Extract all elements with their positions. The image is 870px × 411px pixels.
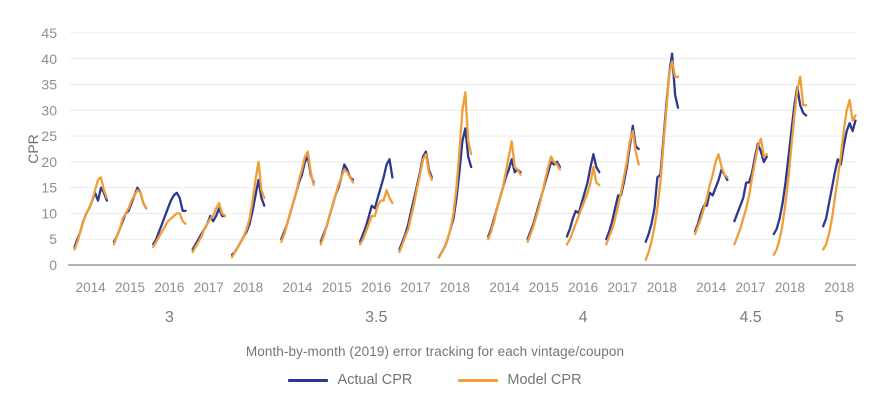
year-tick-label: 2018 — [647, 280, 677, 295]
model-cpr-line — [398, 153, 433, 254]
y-tick-label: 20 — [41, 154, 57, 170]
actual-cpr-line — [152, 191, 187, 246]
y-tick-label: 30 — [41, 102, 57, 118]
y-tick-label: 35 — [41, 77, 57, 93]
legend-item-model: Model CPR — [458, 372, 582, 388]
model-cpr-line — [487, 140, 522, 241]
model-cpr-line — [73, 176, 109, 251]
model-cpr-line — [772, 75, 808, 256]
y-tick-label: 10 — [41, 205, 57, 221]
model-cpr-line — [644, 60, 680, 261]
chart-legend: Actual CPR Model CPR — [0, 372, 870, 388]
year-tick-label: 2015 — [322, 280, 352, 295]
legend-label-model: Model CPR — [507, 372, 582, 388]
model-cpr-line — [152, 212, 187, 249]
y-tick-label: 15 — [41, 180, 57, 196]
actual-cpr-line — [565, 153, 601, 238]
y-tick-label: 45 — [41, 25, 57, 41]
year-tick-label: 2014 — [489, 280, 520, 295]
model-cpr-line — [280, 150, 315, 243]
model-cpr-line — [358, 189, 394, 246]
coupon-group-label: 3.5 — [365, 309, 387, 326]
model-cpr-line — [230, 160, 266, 259]
y-axis-title: CPR — [25, 134, 41, 164]
y-tick-label: 0 — [49, 257, 57, 273]
year-tick-label: 2014 — [76, 280, 107, 295]
actual-line-swatch — [288, 378, 329, 382]
year-tick-label: 2017 — [194, 280, 224, 295]
year-tick-label: 2018 — [775, 280, 805, 295]
year-tick-label: 2014 — [283, 280, 314, 295]
model-cpr-line — [191, 201, 227, 254]
year-tick-label: 2018 — [440, 280, 470, 295]
coupon-group-label: 3 — [165, 309, 174, 326]
actual-cpr-line — [230, 178, 266, 256]
y-tick-label: 25 — [41, 128, 57, 144]
year-tick-label: 2017 — [401, 280, 431, 295]
year-tick-label: 2015 — [529, 280, 559, 295]
year-tick-label: 2018 — [824, 280, 854, 295]
coupon-group-label: 5 — [835, 309, 844, 326]
legend-label-actual: Actual CPR — [337, 372, 413, 388]
model-cpr-line — [821, 98, 857, 251]
coupon-group-label: 4 — [579, 309, 588, 326]
model-cpr-line — [693, 153, 729, 236]
legend-item-actual: Actual CPR — [288, 372, 412, 388]
model-cpr-line — [733, 137, 768, 246]
coupon-group-label: 4.5 — [739, 309, 761, 326]
model-line-swatch — [458, 378, 499, 382]
chart-caption: Month-by-month (2019) error tracking for… — [245, 344, 625, 359]
y-tick-label: 40 — [41, 51, 57, 67]
model-cpr-line — [605, 129, 640, 246]
year-tick-label: 2016 — [361, 280, 391, 295]
model-cpr-line — [565, 165, 601, 246]
y-tick-label: 5 — [49, 231, 57, 247]
year-tick-label: 2016 — [154, 280, 184, 295]
actual-cpr-line — [358, 158, 394, 243]
year-tick-label: 2014 — [696, 280, 727, 295]
year-tick-label: 2017 — [736, 280, 766, 295]
model-cpr-line — [112, 189, 148, 246]
model-cpr-line — [319, 168, 355, 246]
actual-cpr-line — [772, 85, 808, 236]
model-cpr-line — [526, 155, 562, 243]
model-cpr-line — [437, 91, 473, 259]
year-tick-label: 2018 — [233, 280, 263, 295]
year-tick-label: 2015 — [115, 280, 145, 295]
year-tick-label: 2016 — [568, 280, 598, 295]
year-tick-label: 2017 — [607, 280, 637, 295]
actual-cpr-line — [733, 142, 768, 223]
